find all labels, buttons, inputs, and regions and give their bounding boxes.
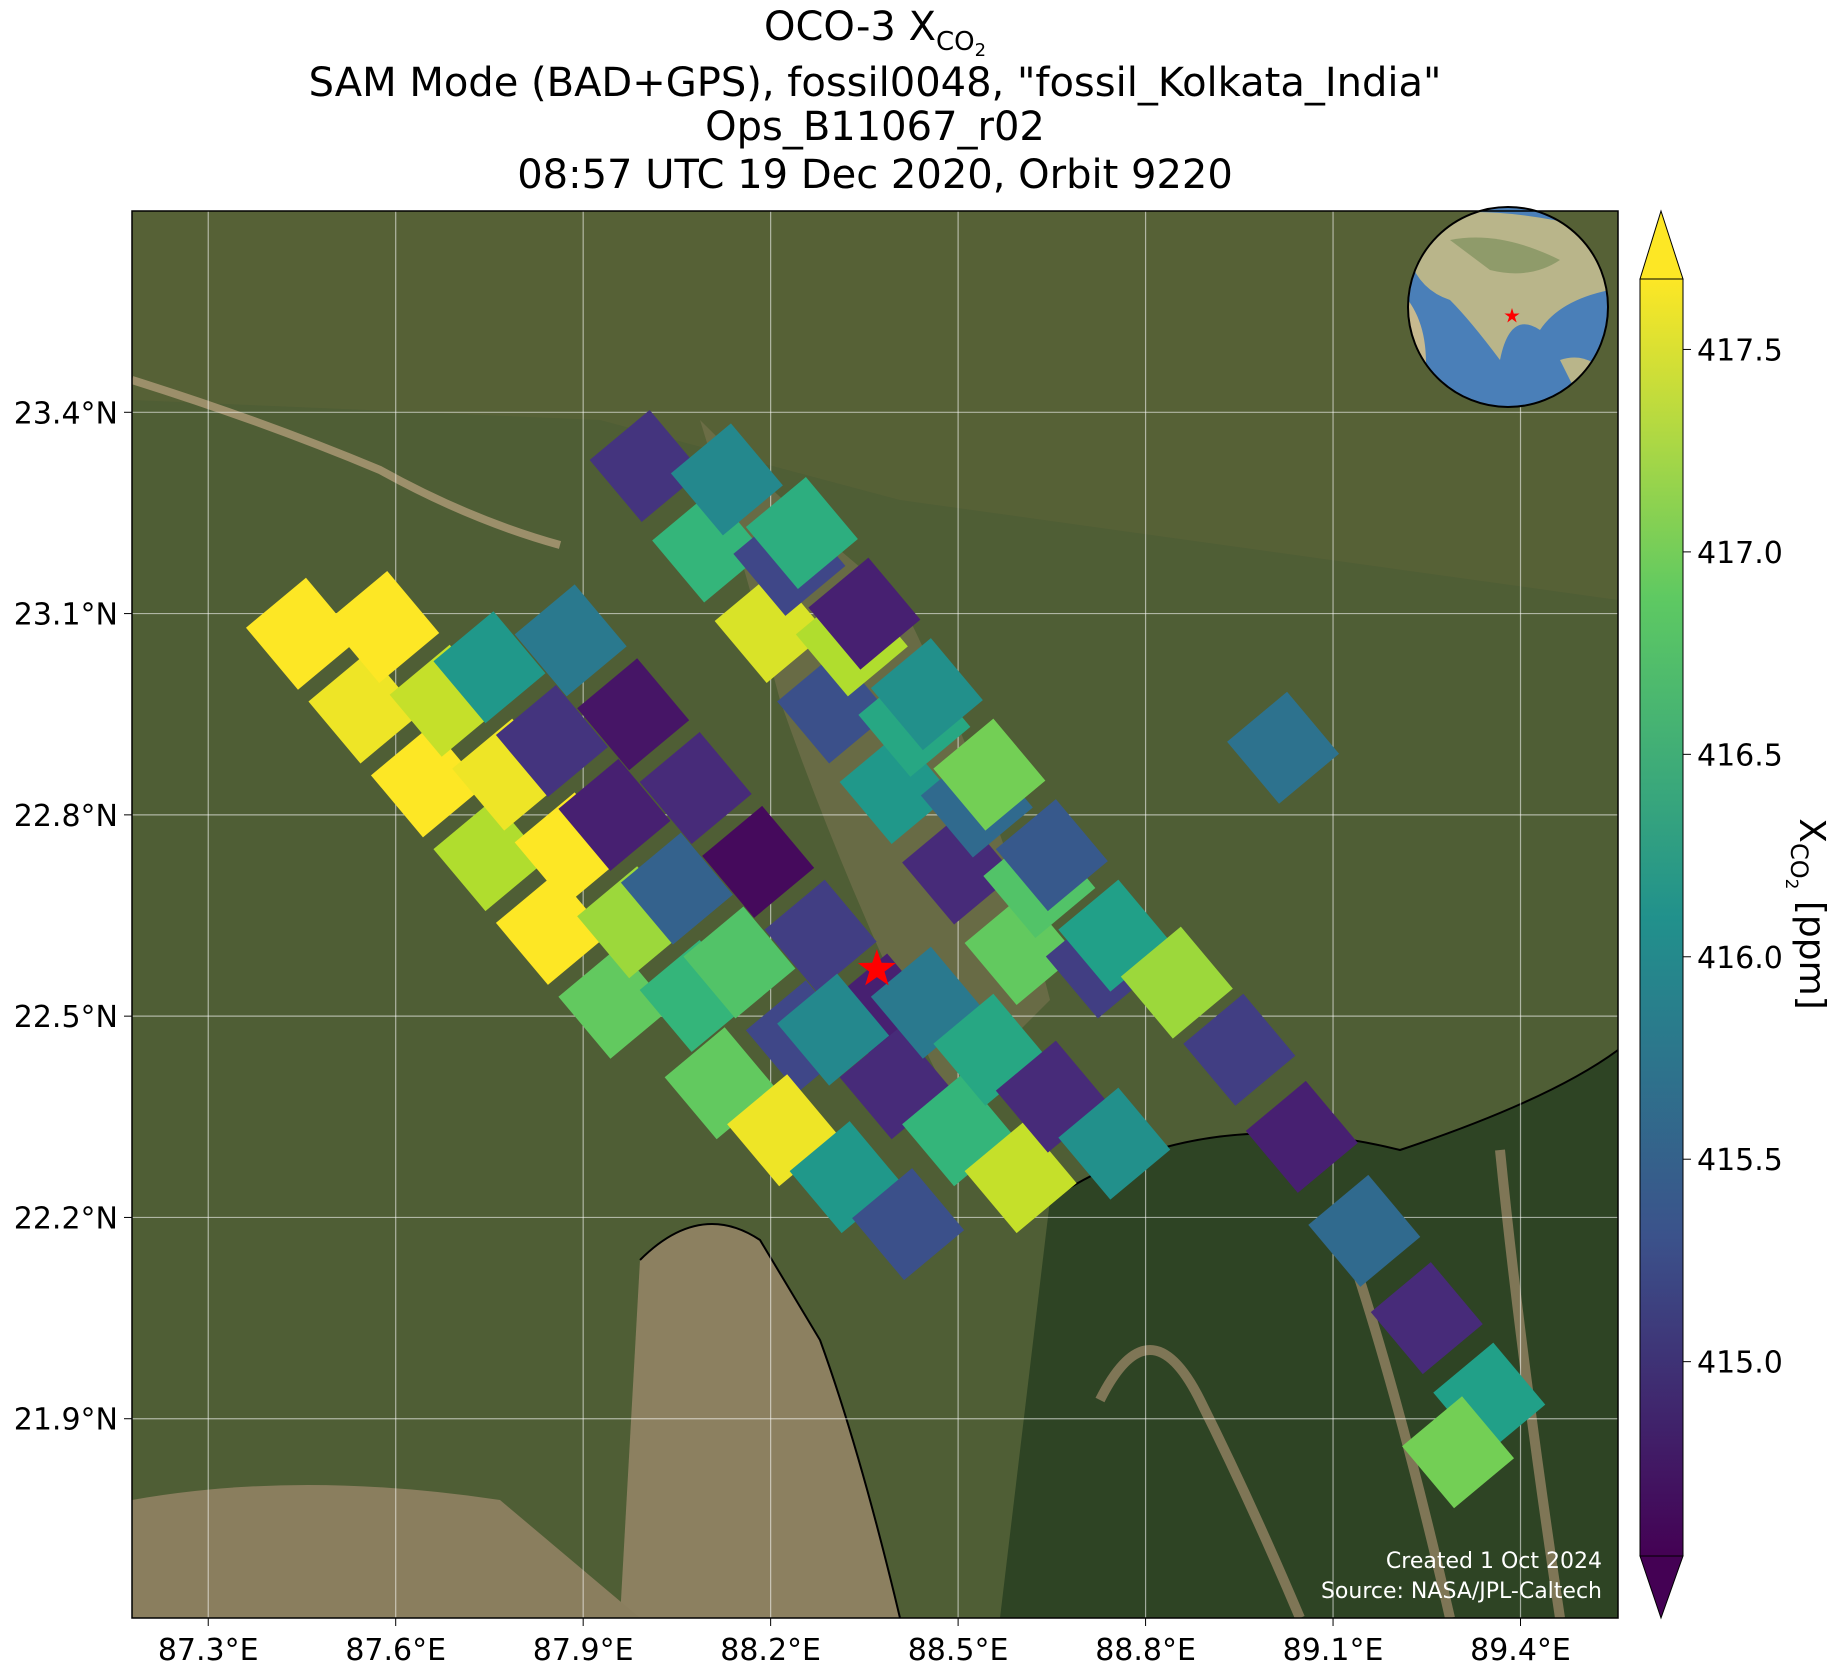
sounding [852, 1168, 965, 1281]
sounding [389, 644, 502, 757]
colorbar [1639, 209, 1684, 1620]
sounding [683, 906, 796, 1019]
x-tick-label: 89.1°E [1283, 1633, 1384, 1668]
sounding [589, 409, 702, 522]
sounding [514, 792, 627, 905]
y-tick-label: 22.5°N [14, 1000, 118, 1035]
sounding [370, 725, 483, 838]
sounding [652, 490, 765, 603]
sounding [1183, 993, 1296, 1106]
sounding [558, 758, 671, 871]
x-tick-label: 88.2°E [720, 1633, 821, 1668]
sounding [714, 570, 827, 683]
target-star [857, 949, 896, 986]
sounding [433, 799, 546, 912]
inset-target-star [1504, 308, 1520, 323]
colorbar-tick-label: 416.0 [1697, 941, 1783, 976]
sounding [933, 718, 1046, 831]
sounding [839, 732, 952, 845]
title-line: SAM Mode (BAD+GPS), fossil0048, "fossil_… [309, 60, 1442, 106]
y-tick-label: 23.1°N [14, 598, 118, 633]
x-tick-label: 89.4°E [1470, 1633, 1571, 1668]
map-frame [131, 210, 1619, 1619]
sounding [452, 718, 565, 831]
y-tick-label: 22.2°N [14, 1201, 118, 1236]
sounding [639, 940, 752, 1053]
sounding [1120, 926, 1233, 1039]
sounding [433, 611, 546, 724]
sounding [1433, 1342, 1546, 1455]
title-line: OCO-3 XCO2 [764, 4, 986, 61]
x-tick-label: 87.6°E [345, 1633, 446, 1668]
sounding [777, 651, 890, 764]
sounding [577, 658, 690, 771]
sounding [1402, 1396, 1515, 1509]
x-tick-label: 87.3°E [158, 1633, 259, 1668]
sounding [902, 812, 1015, 925]
sounding [745, 477, 858, 590]
sounding [639, 732, 752, 845]
sounding [964, 893, 1077, 1006]
colorbar-tick-label: 415.0 [1697, 1346, 1783, 1381]
sounding [670, 423, 783, 536]
colorbar-tick-label: 417.0 [1697, 536, 1783, 571]
annotation: Created 1 Oct 2024 [1386, 1549, 1602, 1574]
colorbar-tick-label: 416.5 [1697, 738, 1783, 773]
sounding [1245, 1080, 1358, 1193]
colorbar-tick-label: 417.5 [1697, 333, 1783, 368]
sounding [1308, 1174, 1421, 1287]
colorbar-tick-label: 415.5 [1697, 1143, 1783, 1178]
colorbar-label: XCO2 [ppm] [1781, 818, 1832, 1009]
sounding [870, 638, 983, 751]
title-line: 08:57 UTC 19 Dec 2020, Orbit 9220 [517, 152, 1233, 198]
y-tick-label: 23.4°N [14, 396, 118, 431]
title-line: Ops_B11067_r02 [705, 104, 1045, 150]
sounding [577, 866, 690, 979]
basemap [132, 211, 1618, 1618]
sounding [808, 557, 921, 670]
sounding [1227, 691, 1340, 804]
sounding [514, 584, 627, 697]
sounding [308, 651, 421, 764]
x-tick-label: 87.9°E [533, 1633, 634, 1668]
sounding [777, 973, 890, 1086]
sounding [245, 577, 358, 690]
sounding [995, 799, 1108, 912]
sounding [327, 570, 440, 683]
sounding [702, 805, 815, 918]
soundings [245, 409, 1546, 1509]
sounding [620, 832, 733, 945]
annotation: Source: NASA/JPL-Caltech [1321, 1579, 1602, 1604]
sounding [764, 879, 877, 992]
sounding [1058, 1087, 1171, 1200]
x-tick-label: 88.5°E [908, 1633, 1009, 1668]
sounding [495, 872, 608, 985]
sounding [558, 946, 671, 1059]
inset-globe [1407, 206, 1609, 408]
y-tick-label: 22.8°N [14, 799, 118, 834]
y-tick-label: 21.9°N [14, 1403, 118, 1438]
sounding [964, 1121, 1077, 1234]
x-tick-label: 88.8°E [1095, 1633, 1196, 1668]
sounding [1370, 1262, 1483, 1375]
sounding [495, 685, 608, 798]
